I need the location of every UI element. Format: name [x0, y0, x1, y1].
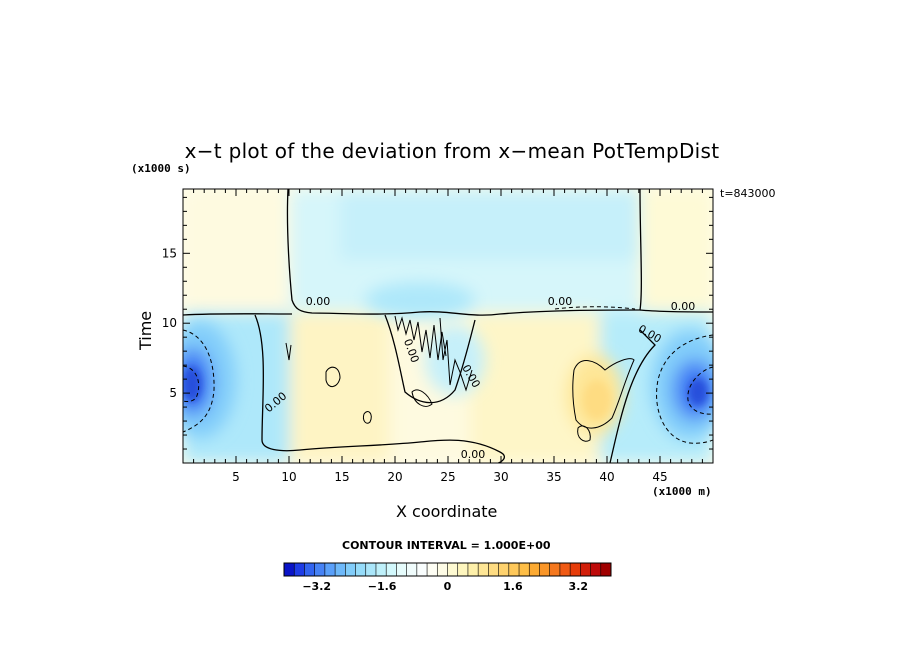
colorbar-swatch: [590, 563, 602, 576]
x-tick-label: 30: [493, 470, 508, 484]
colorbar-swatch: [314, 563, 326, 576]
x-tick-label: 45: [652, 470, 667, 484]
colorbar-swatch: [324, 563, 336, 576]
colorbar-swatch: [559, 563, 571, 576]
contour-zero-right-lobe: [609, 329, 656, 463]
colorbar-swatch: [600, 563, 612, 576]
colorbar-swatch: [294, 563, 305, 576]
colorbar-swatch: [478, 563, 489, 576]
contour-zero-left-lobe: [254, 314, 505, 463]
y-tick-label: 10: [162, 316, 177, 330]
colorbar-swatch: [488, 563, 499, 576]
contour-negative-left-inner: [183, 365, 200, 403]
contour-zero-cusp: [384, 314, 476, 404]
colorbar-swatch: [386, 563, 397, 576]
colorbar-swatch: [539, 563, 550, 576]
colorbar-swatch: [447, 563, 459, 576]
y-axis-ticks: 5 10 15: [162, 196, 713, 450]
x-axis-label: X coordinate: [396, 502, 498, 521]
colorbar-swatch: [570, 563, 581, 576]
colorbar-swatch: [396, 563, 407, 576]
contour-negative-left: [183, 329, 215, 433]
colorbar-swatch: [457, 563, 469, 576]
contour-small-4: [363, 411, 372, 424]
colorbar-swatch: [335, 563, 346, 576]
colorbar-swatch: [365, 563, 377, 576]
colorbar-swatch: [355, 563, 367, 576]
contour-label: 0.00: [548, 295, 573, 308]
colorbar-swatch: [437, 563, 448, 576]
colorbar-tick-label: −1.6: [368, 580, 397, 593]
contour-squiggle-a: [394, 315, 447, 361]
x-tick-label: 20: [387, 470, 402, 484]
colorbar-swatch: [406, 563, 418, 576]
contour-label: 0.00: [461, 448, 486, 461]
contour-negative-right-inner: [687, 366, 713, 415]
colorbar-swatch: [519, 563, 530, 576]
contour-small-5: [285, 342, 292, 361]
x-tick-label: 5: [232, 470, 240, 484]
colorbar-swatch: [467, 563, 479, 576]
colorbar-swatch: [580, 563, 591, 576]
x-tick-label: 40: [599, 470, 614, 484]
colorbar-swatch: [345, 563, 356, 576]
colorbar-frame: [283, 562, 612, 577]
y-tick-label: 5: [169, 386, 177, 400]
contour-zero-upper: [286, 189, 642, 316]
contour-small-2: [411, 389, 433, 407]
colorbar-swatch: [549, 563, 561, 576]
x-axis-ticks: 5 10 15 20 25 30 35 40 45: [182, 189, 714, 484]
chart-title: x−t plot of the deviation from x−mean Po…: [184, 139, 720, 163]
x-tick-label: 10: [281, 470, 296, 484]
contour-interval-label: CONTOUR INTERVAL = 1.000E+00: [342, 539, 551, 552]
x-tick-label: 15: [334, 470, 349, 484]
colorbar-swatch: [284, 563, 295, 576]
time-stamp: t=843000: [720, 187, 776, 200]
colorbar-tick-label: 3.2: [569, 580, 589, 593]
x-tick-label: 35: [546, 470, 561, 484]
contour-zero-left-upper: [183, 313, 293, 316]
contour-small-3: [577, 425, 591, 442]
contour-negative-top: [554, 306, 636, 310]
y-axis-unit: (x1000 s): [131, 162, 191, 175]
colorbar: −3.2 −1.6 0 1.6 3.2: [283, 562, 612, 593]
contour-label: 0.00: [306, 295, 331, 308]
colorbar-tick-label: −3.2: [302, 580, 331, 593]
colorbar-swatch: [304, 563, 315, 576]
contour-squiggle-b: [439, 317, 473, 392]
colorbar-swatch: [375, 563, 387, 576]
colorbar-swatch: [498, 563, 510, 576]
colorbar-swatch: [416, 563, 428, 576]
contour-small-1: [325, 366, 341, 387]
colorbar-swatch: [508, 563, 520, 576]
contour-label: 0.00: [671, 300, 696, 313]
contour-zero-right: [639, 309, 713, 313]
colorbar-swatch: [529, 563, 540, 576]
x-axis-unit: (x1000 m): [652, 485, 712, 498]
x-tick-label: 25: [440, 470, 455, 484]
y-tick-label: 15: [162, 246, 177, 260]
colorbar-swatch: [427, 563, 438, 576]
contour-positive-blob: [572, 358, 635, 429]
colorbar-tick-label: 0: [444, 580, 452, 593]
contour-lines: [183, 189, 713, 463]
heatmap-field: [183, 189, 713, 463]
colorbar-tick-label: 1.6: [503, 580, 523, 593]
